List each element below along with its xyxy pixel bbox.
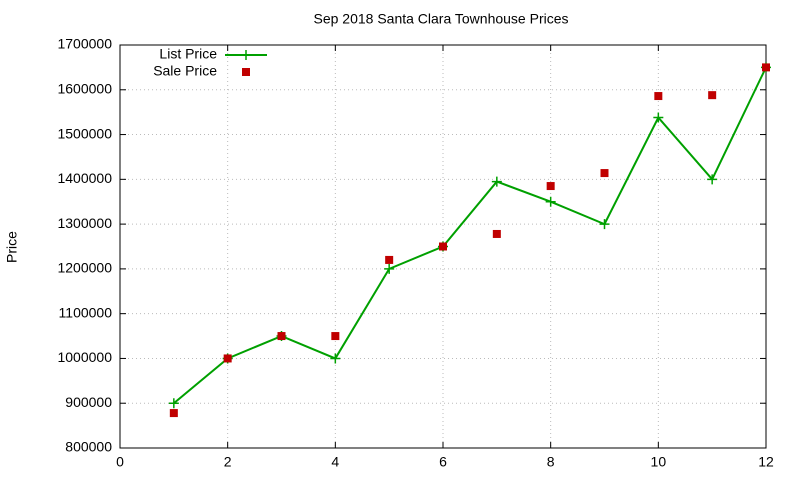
x-tick-label: 8 bbox=[547, 454, 555, 470]
y-tick-label: 1700000 bbox=[57, 36, 112, 52]
chart-title: Sep 2018 Santa Clara Townhouse Prices bbox=[313, 11, 568, 27]
point-marker bbox=[546, 182, 555, 191]
x-tick-label: 12 bbox=[758, 454, 774, 470]
point-marker bbox=[385, 255, 394, 264]
legend-swatch bbox=[242, 68, 250, 76]
y-tick-label: 1600000 bbox=[57, 80, 112, 96]
y-axis-label: Price bbox=[4, 231, 20, 263]
point-marker bbox=[600, 169, 609, 178]
y-tick-label: 900000 bbox=[65, 394, 112, 410]
x-tick-label: 2 bbox=[224, 454, 232, 470]
x-tick-label: 0 bbox=[116, 454, 124, 470]
y-tick-label: 1300000 bbox=[57, 215, 112, 231]
point-marker bbox=[330, 353, 341, 364]
legend-label: List Price bbox=[159, 46, 217, 62]
point-marker bbox=[169, 409, 178, 418]
y-tick-label: 800000 bbox=[65, 439, 112, 455]
y-tick-label: 1400000 bbox=[57, 170, 112, 186]
point-marker bbox=[545, 196, 556, 207]
x-tick-label: 6 bbox=[439, 454, 447, 470]
legend-label: Sale Price bbox=[153, 63, 217, 79]
plot-frame bbox=[119, 44, 767, 449]
x-tick-label: 4 bbox=[331, 454, 339, 470]
y-tick-label: 1100000 bbox=[59, 304, 113, 320]
point-marker bbox=[653, 112, 664, 123]
y-tick-label: 1500000 bbox=[57, 125, 112, 141]
point-marker bbox=[439, 242, 447, 251]
point-marker bbox=[707, 174, 718, 185]
point-marker bbox=[223, 354, 232, 363]
point-marker bbox=[708, 91, 717, 100]
point-marker bbox=[384, 263, 395, 274]
legend-swatch bbox=[241, 50, 251, 60]
point-marker bbox=[654, 92, 663, 101]
point-marker bbox=[491, 176, 502, 187]
point-marker bbox=[762, 63, 770, 72]
series-line bbox=[173, 66, 767, 404]
point-marker bbox=[168, 398, 179, 409]
x-tick-label: 10 bbox=[651, 454, 667, 470]
point-marker bbox=[599, 219, 610, 230]
point-marker bbox=[277, 332, 286, 341]
y-tick-label: 1000000 bbox=[57, 349, 112, 365]
y-tick-label: 1200000 bbox=[57, 260, 112, 276]
point-marker bbox=[492, 229, 501, 238]
point-marker bbox=[331, 332, 340, 341]
